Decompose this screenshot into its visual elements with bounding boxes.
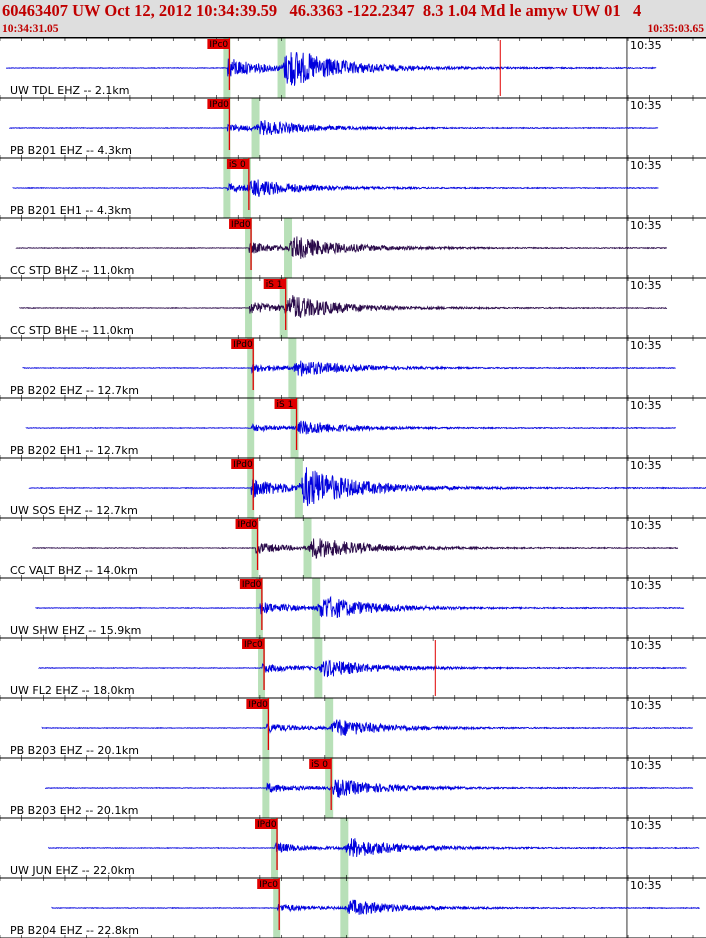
pick-label: iS 0 (229, 160, 246, 170)
minute-label: 10:35 (630, 459, 662, 472)
waveform (45, 779, 694, 799)
waveform (32, 538, 679, 559)
s-window (325, 758, 334, 818)
trace-label: PB B201 EH1 -- 4.3km (10, 204, 131, 217)
trace-label: CC VALT BHZ -- 14.0km (10, 564, 138, 577)
time-end-label: 10:35:03.65 (647, 23, 704, 35)
pick-flag[interactable] (226, 159, 249, 169)
pick-flag[interactable] (229, 219, 252, 229)
pick-flag[interactable] (207, 39, 230, 49)
event-header: 60463407 UW Oct 12, 2012 10:34:39.59 46.… (0, 0, 706, 38)
pick-label: IPd0 (248, 700, 268, 710)
minute-label: 10:35 (630, 759, 662, 772)
trace-label: PB B201 EHZ -- 4.3km (10, 144, 132, 157)
pick-flag[interactable] (274, 399, 297, 409)
minute-label: 10:35 (630, 159, 662, 172)
trace-label: CC STD BHZ -- 11.0km (10, 264, 134, 277)
waveform (35, 595, 685, 618)
pick-label: IPc0 (209, 40, 228, 50)
trace-grid (0, 38, 706, 938)
pick-flag[interactable] (207, 99, 230, 109)
minute-label: 10:35 (630, 699, 662, 712)
minute-label: 10:35 (630, 279, 662, 292)
waveform (38, 659, 687, 678)
pick-label: IPd0 (257, 820, 277, 830)
pick-flag[interactable] (239, 579, 262, 589)
pick-flag[interactable] (255, 819, 278, 829)
minute-label: 10:35 (630, 339, 662, 352)
pick-flag[interactable] (257, 879, 280, 889)
waveform (25, 420, 676, 435)
pick-label: iS 1 (266, 280, 283, 290)
trace-label: UW SOS EHZ -- 12.7km (10, 504, 138, 517)
pick-label: IPd0 (209, 100, 229, 110)
minute-label: 10:35 (630, 579, 662, 592)
trace-label: UW FL2 EHZ -- 18.0km (10, 684, 135, 697)
minute-label: 10:35 (630, 819, 662, 832)
s-window (294, 458, 303, 518)
waveform (22, 360, 676, 377)
time-start-label: 10:34:31.05 (2, 23, 59, 35)
trace-label: PB B203 EHZ -- 20.1km (10, 744, 139, 757)
waveform (28, 467, 706, 507)
pick-label: IPd0 (233, 340, 253, 350)
minute-label: 10:35 (630, 39, 662, 52)
waveform (9, 120, 659, 136)
minute-label: 10:35 (630, 879, 662, 892)
pick-flag[interactable] (263, 279, 286, 289)
pick-label: iS 1 (277, 400, 294, 410)
trace-label: PB B202 EHZ -- 12.7km (10, 384, 139, 397)
minute-label: 10:35 (630, 399, 662, 412)
pick-flag[interactable] (246, 699, 269, 709)
trace-label: UW TDL EHZ -- 2.1km (10, 84, 130, 97)
minute-label: 10:35 (630, 639, 662, 652)
minute-label: 10:35 (630, 519, 662, 532)
trace-label: PB B204 EHZ -- 22.8km (10, 924, 139, 937)
trace-label: UW JUN EHZ -- 22.0km (10, 864, 135, 877)
pick-label: IPd0 (238, 520, 258, 530)
pick-flag[interactable] (242, 639, 265, 649)
s-window (314, 638, 323, 698)
pick-label: iS 0 (311, 760, 328, 770)
event-title: 60463407 UW Oct 12, 2012 10:34:39.59 46.… (2, 1, 642, 20)
pick-label: IPd0 (233, 460, 253, 470)
trace-label: PB B202 EH1 -- 12.7km (10, 444, 138, 457)
minute-label: 10:35 (630, 99, 662, 112)
pick-flag[interactable] (309, 759, 332, 769)
trace-label: CC STD BHE -- 11.0km (10, 324, 134, 337)
waveform (48, 838, 700, 858)
trace-labels: 10:35 10:35 10:35 10:35 10:35 10:35 10:35 10:35… (10, 39, 662, 937)
trace-label: PB B203 EH2 -- 20.1km (10, 804, 138, 817)
waveform-traces (6, 40, 706, 915)
waveform (6, 52, 657, 86)
pick-flag[interactable] (231, 459, 254, 469)
pick-label: IPc0 (259, 880, 278, 890)
trace-label: UW SHW EHZ -- 15.9km (10, 624, 141, 637)
pick-flag[interactable] (231, 339, 254, 349)
phase-picks: IPc0 IPd0 iS 0 IPd0 iS 1 IPd0 iS 1 IPd0 IPd0 IPd0… (207, 38, 332, 930)
waveform (19, 295, 668, 318)
pick-label: IPd0 (242, 580, 262, 590)
minute-label: 10:35 (630, 219, 662, 232)
waveform (12, 179, 659, 197)
pick-flag[interactable] (235, 519, 258, 529)
pick-label: IPc0 (244, 640, 263, 650)
waveform (41, 719, 694, 736)
waveform (51, 899, 700, 915)
pick-label: IPd0 (231, 220, 251, 230)
seismogram-plot[interactable]: IPc0 IPd0 iS 0 IPd0 iS 1 IPd0 iS 1 IPd0 IPd0 IPd0… (0, 38, 706, 938)
waveform (15, 236, 668, 259)
